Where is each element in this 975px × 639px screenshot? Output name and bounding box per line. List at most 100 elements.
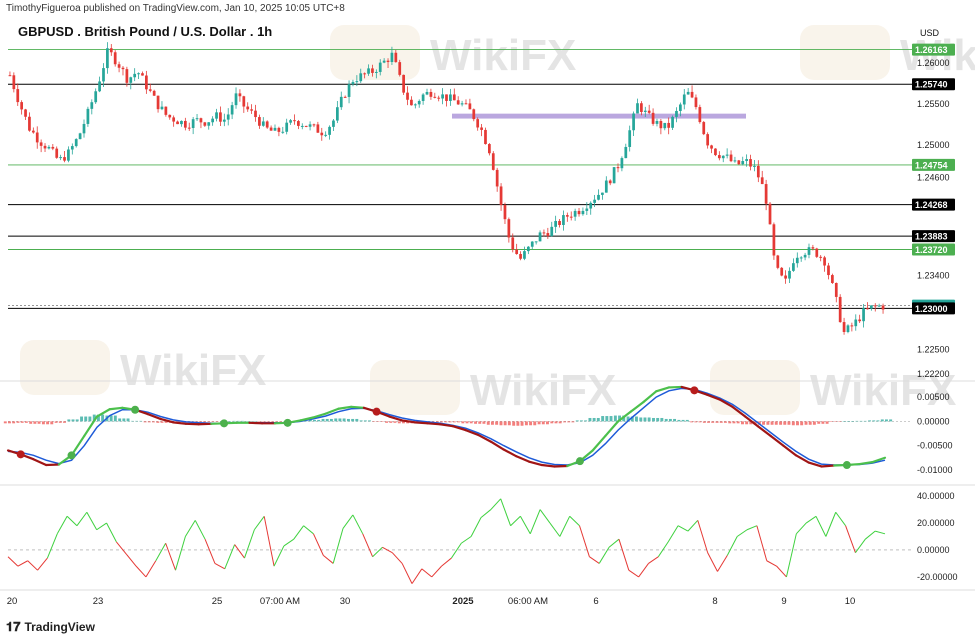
macd-histogram-bar xyxy=(342,418,346,422)
watermark-badge xyxy=(800,25,890,80)
watermark-badge xyxy=(330,25,420,80)
macd-line-segment xyxy=(591,434,607,452)
crossover-dot xyxy=(690,386,699,395)
osc-line-segment xyxy=(204,539,216,564)
candle-body xyxy=(219,112,222,122)
time-tick-label: 2025 xyxy=(452,596,474,607)
macd-histogram-bar xyxy=(160,421,164,423)
osc-line-segment xyxy=(510,515,521,527)
osc-line-segment xyxy=(726,536,738,556)
candle-body xyxy=(468,103,472,110)
crossover-dot xyxy=(283,418,292,427)
macd-histogram-bar xyxy=(478,421,482,424)
level-tag-label: 1.23883 xyxy=(915,232,948,242)
macd-histogram-bar xyxy=(537,421,541,425)
osc-tick-label: 20.00000 xyxy=(917,518,955,528)
price-axis[interactable]: USD 1.26000 1.25500 1.25000 1.24600 1.23400 1.… xyxy=(912,28,955,379)
resistance-zone xyxy=(452,113,746,119)
candle-body xyxy=(394,52,398,63)
candle-body xyxy=(511,237,515,250)
candle-body xyxy=(433,96,437,98)
macd-histogram-bar xyxy=(796,421,799,426)
osc-line-segment xyxy=(589,556,600,564)
candle-body xyxy=(628,130,632,147)
time-axis[interactable]: 20 23 25 07:00 AM 30 2025 06:00 AM 6 8 9 10 xyxy=(0,589,975,607)
macd-tick-label: 0.00500 xyxy=(917,392,950,402)
macd-histogram-bar xyxy=(558,421,562,424)
macd-histogram-bar xyxy=(402,421,405,424)
price-tick-label: 1.22500 xyxy=(917,344,950,354)
candle-body xyxy=(28,116,31,131)
candle-body xyxy=(215,112,218,119)
macd-histogram-bar xyxy=(317,419,321,422)
macd-histogram-bar xyxy=(808,421,812,425)
macd-histogram-bar xyxy=(779,421,783,425)
candle-body xyxy=(156,95,160,110)
macd-histogram-bar xyxy=(575,420,579,422)
macd-histogram-bar xyxy=(482,421,486,424)
osc-line-segment xyxy=(313,533,324,556)
osc-line-segment xyxy=(263,516,275,567)
macd-histogram-bar xyxy=(707,421,710,423)
osc-line-segment xyxy=(116,541,127,555)
candle-body xyxy=(382,60,386,63)
candle-body xyxy=(616,167,620,169)
publisher-caption: TimothyFigueroa published on TradingView… xyxy=(6,3,345,14)
macd-histogram-bar xyxy=(448,421,452,423)
macd-histogram-bar xyxy=(660,417,664,422)
candle-body xyxy=(12,75,16,90)
macd-tick-label: -0.00500 xyxy=(917,441,953,451)
candle-body xyxy=(780,267,784,276)
osc-line-segment xyxy=(184,520,196,537)
macd-histogram-bar xyxy=(634,416,638,422)
symbol-title[interactable]: GBPUSD . British Pound / U.S. Dollar . 1… xyxy=(18,24,273,39)
osc-line-segment xyxy=(86,512,98,531)
price-tick-label: 1.22200 xyxy=(917,369,950,379)
candle-body xyxy=(721,155,725,159)
osc-line-segment xyxy=(234,544,245,559)
candle-body xyxy=(31,130,35,133)
macd-histogram-bar xyxy=(829,421,833,422)
osc-line-segment xyxy=(539,509,551,524)
candle-body xyxy=(573,210,577,217)
macd-histogram-bar xyxy=(164,421,168,423)
candle-body xyxy=(51,146,55,149)
candle-body xyxy=(834,282,838,297)
oscillator-pane[interactable]: 40.00000 20.00000 0.00000 -20.00000 xyxy=(0,484,975,584)
macd-histogram-bar xyxy=(533,421,537,426)
macd-pane[interactable]: 0.00500 0.00000 -0.00500 -0.01000 xyxy=(0,380,975,475)
candle-body xyxy=(585,208,589,211)
candle-body xyxy=(651,112,655,124)
candle-body xyxy=(355,81,359,83)
osc-line-segment xyxy=(598,547,610,564)
time-tick-label: 10 xyxy=(845,596,856,607)
candle-body xyxy=(113,52,117,65)
macd-histogram-bar xyxy=(198,421,202,423)
macd-histogram-bar xyxy=(334,418,338,422)
candle-body xyxy=(488,144,491,154)
osc-line-segment xyxy=(608,538,620,548)
osc-line-segment xyxy=(845,525,856,553)
candle-body xyxy=(749,159,752,167)
candle-body xyxy=(47,146,51,149)
macd-histogram-bar xyxy=(630,416,634,422)
macd-histogram-bar xyxy=(749,421,753,425)
macd-line-segment xyxy=(502,448,518,458)
macd-histogram-bar xyxy=(546,421,549,425)
candle-body xyxy=(207,122,211,126)
candle-body xyxy=(195,118,199,120)
macd-histogram-bar xyxy=(313,419,316,422)
macd-histogram-bar xyxy=(821,421,825,424)
macd-line-segment xyxy=(489,440,505,451)
candle-body xyxy=(577,210,581,215)
tradingview-footer[interactable]: 𝟏𝟕 TradingView xyxy=(6,619,95,635)
candle-body xyxy=(285,122,289,132)
price-pane[interactable] xyxy=(8,42,912,335)
macd-histogram-bar xyxy=(266,421,270,422)
candle-body xyxy=(877,305,881,307)
candle-body xyxy=(406,92,409,100)
osc-line-segment xyxy=(362,533,374,557)
level-tag xyxy=(912,158,955,171)
osc-line-segment xyxy=(549,522,561,537)
